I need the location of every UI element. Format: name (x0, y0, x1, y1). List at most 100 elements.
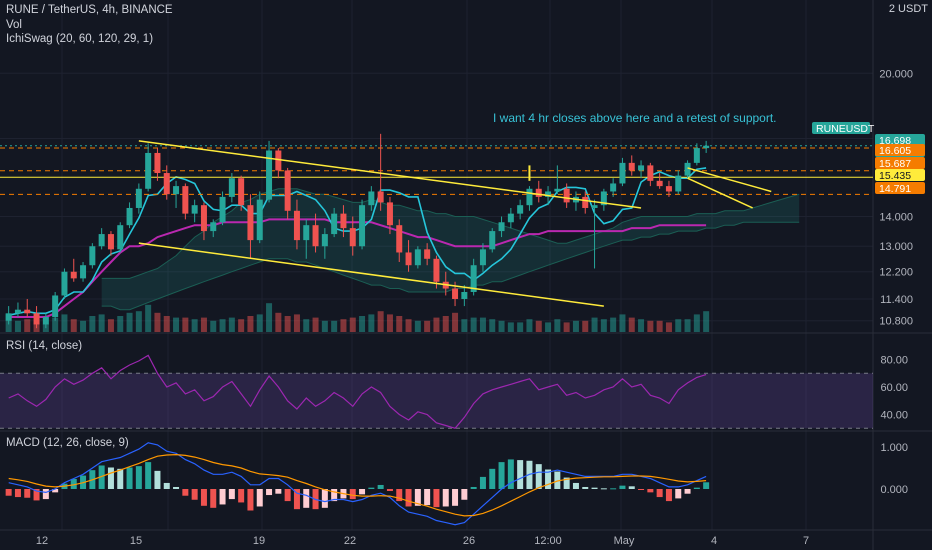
macd-histogram-bar (24, 489, 31, 498)
macd-histogram-bar (479, 476, 486, 489)
volume-bar (200, 317, 207, 332)
volume-bar (489, 319, 496, 332)
volume-bar (163, 316, 170, 332)
indicator-legend: IchiSwag (20, 60, 120, 29, 1) (6, 33, 154, 45)
volume-bar (256, 314, 263, 332)
candle-body (303, 225, 310, 241)
macd-histogram-bar (396, 489, 403, 502)
macd-histogram-bar (256, 489, 263, 507)
time-axis-label: 12 (36, 535, 48, 547)
rsi-axis-label: 40.00 (880, 410, 908, 422)
macd-pane (5, 442, 710, 526)
volume-bar (563, 322, 570, 332)
trendlines[interactable] (138, 140, 772, 307)
candle-body (219, 196, 226, 223)
macd-histogram-bar (461, 489, 468, 500)
rsi-axis-label: 60.00 (880, 382, 908, 394)
price-tag-bg (875, 182, 925, 194)
trendline (687, 167, 772, 193)
axes: 20.00017.00014.00013.00012.20011.40010.8… (36, 68, 913, 547)
price-axis-label: 13.000 (879, 241, 913, 253)
candle-body (145, 152, 152, 189)
price-tag-bg (875, 169, 925, 181)
volume-bar (600, 319, 607, 332)
candle-body (89, 246, 96, 266)
volume-bar (154, 312, 161, 332)
price-tag-label: 16.605 (879, 145, 911, 157)
candle-body (554, 188, 561, 192)
macd-histogram-bar (266, 489, 273, 496)
macd-histogram-bar (107, 467, 114, 489)
candle-body (461, 291, 468, 299)
price-axis-label: 20.000 (879, 68, 913, 80)
volume-bar (572, 320, 579, 332)
candle-body (256, 199, 263, 241)
unit-badge[interactable]: 2 USDT (888, 3, 928, 15)
volume-bar (70, 319, 77, 332)
macd-histogram-bar (349, 489, 356, 500)
baseline-line (8, 218, 707, 318)
macd-histogram-bar (684, 489, 691, 494)
candle-body (582, 196, 589, 208)
rsi-legend: RSI (14, close) (6, 340, 83, 352)
volume-bar (498, 320, 505, 332)
volume-bar (461, 319, 468, 332)
volume-bar (359, 316, 366, 332)
time-axis-label: 22 (344, 535, 356, 547)
volume-bar (479, 317, 486, 332)
macd-histogram-bar (470, 486, 477, 489)
macd-histogram-bar (182, 489, 189, 496)
macd-histogram-bar (200, 489, 207, 506)
candle-body (238, 178, 245, 206)
macd-histogram-bar (135, 466, 142, 489)
macd-histogram-bar (173, 486, 180, 489)
volume-bar (98, 314, 105, 332)
candle-body (61, 271, 68, 296)
volume-bar (312, 317, 319, 332)
candle-body (173, 186, 180, 195)
candle-body (386, 202, 393, 226)
volume-bar (228, 317, 235, 332)
macd-legend: MACD (12, 26, close, 9) (6, 437, 129, 449)
candle-body (24, 309, 31, 314)
macd-histogram-bar (331, 489, 338, 502)
macd-histogram-bar (452, 489, 459, 506)
candle-body (600, 191, 607, 206)
volume-bar (107, 319, 114, 332)
volume-bar (80, 320, 87, 332)
price-tag-label: 14.791 (879, 183, 911, 195)
candle-body (591, 205, 598, 208)
macd-histogram-bar (572, 482, 579, 489)
macd-histogram-bar (210, 489, 217, 508)
candle-body (610, 183, 617, 192)
price-tag-bg (875, 144, 925, 156)
macd-histogram-bar (321, 489, 328, 508)
candle-body (154, 152, 161, 174)
time-axis-label: 7 (803, 535, 809, 547)
macd-histogram-bar (303, 489, 310, 508)
candle-body (563, 188, 570, 203)
volume-bar (275, 312, 282, 332)
volume-bar (647, 320, 654, 332)
macd-histogram-bar (293, 489, 300, 510)
candle-body (293, 210, 300, 241)
macd-histogram-bar (647, 489, 654, 493)
candle-body (638, 165, 645, 171)
symbol-title: RUNE / TetherUS, 4h, BINANCE (6, 4, 173, 16)
candle-body (368, 191, 375, 206)
candle-body (684, 162, 691, 176)
macd-histogram-bar (693, 487, 700, 489)
volume-bar (703, 311, 710, 332)
macd-histogram-bar (414, 489, 421, 506)
macd-histogram-bar (98, 465, 105, 489)
price-axis-label: 12.200 (879, 267, 913, 279)
cloud-lower-line (101, 221, 800, 311)
macd-histogram-bar (52, 489, 59, 493)
macd-histogram-bar (703, 482, 710, 489)
macd-histogram-bar (535, 464, 542, 489)
volume-bar (684, 319, 691, 332)
volume-legend: Vol (6, 19, 22, 31)
macd-histogram-bar (442, 489, 449, 507)
volume-bar (145, 304, 152, 332)
